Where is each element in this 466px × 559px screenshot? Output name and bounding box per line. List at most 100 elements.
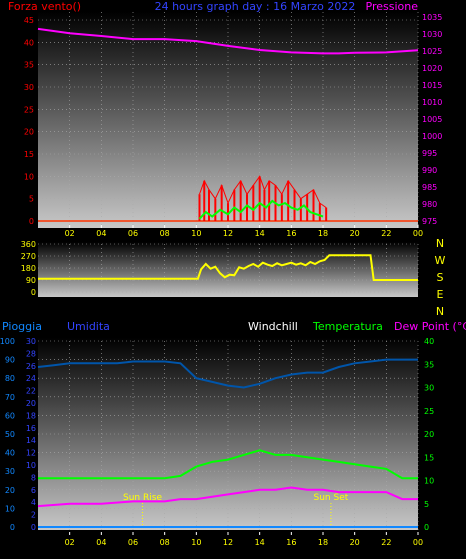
p1-x-tick-label: 10 (191, 229, 201, 238)
temperature-y-tick-label: 10 (424, 477, 434, 486)
direction-y-tick-label: 180 (21, 264, 36, 273)
p1-x-tick-label: 22 (381, 229, 391, 238)
sunset-label: Sun Set (314, 493, 349, 503)
rain-y-tick-label: 20 (5, 486, 15, 495)
p3-x-tick-label: 10 (191, 538, 201, 547)
wind-y-tick-label: 5 (29, 195, 34, 204)
pressure-y-tick-label: 990 (422, 166, 437, 175)
compass-label: N (436, 237, 444, 250)
direction-plot-area (38, 242, 418, 297)
pressure-series (37, 27, 419, 55)
wind-y-tick-label: 15 (24, 150, 34, 159)
pressure-y-tick-label: 1000 (422, 132, 442, 141)
rain-y-tick-label: 90 (5, 356, 15, 365)
rain-y-tick-label: 100 (0, 337, 15, 346)
rain-y-tick-label: 80 (5, 374, 15, 383)
wind-direction-series (38, 254, 418, 281)
rain-y-tick-label: 0 (10, 523, 15, 532)
p1-x-tick-label: 00 (413, 229, 423, 238)
direction-y-tick-label: 360 (21, 240, 36, 249)
windchill-label: Windchill (248, 320, 298, 333)
humidity-y-tick-label: 12 (26, 449, 36, 458)
humidity-y-tick-label: 10 (26, 461, 36, 470)
pressure-y-tick-label: 1005 (422, 115, 442, 124)
rain-y-tick-label: 60 (5, 411, 15, 420)
temperature-y-tick-label: 0 (424, 523, 429, 532)
humidity-y-tick-label: 24 (26, 374, 36, 383)
temperature-y-tick-label: 40 (424, 337, 434, 346)
compass-label: W (435, 254, 446, 267)
humidity-y-tick-label: 20 (26, 399, 36, 408)
pressure-y-tick-label: 1035 (422, 13, 442, 22)
temperature-y-tick-label: 35 (424, 360, 434, 369)
p3-x-tick-label: 20 (350, 538, 360, 547)
p1-x-tick-label: 14 (255, 229, 265, 238)
p3-x-tick-label: 18 (318, 538, 328, 547)
p3-x-tick-label: 06 (128, 538, 138, 547)
humidity-y-tick-label: 4 (31, 498, 36, 507)
wind-average-series (198, 199, 324, 220)
p3-x-tick-label: 12 (223, 538, 233, 547)
p1-x-tick-label: 04 (96, 229, 106, 238)
temperature-y-tick-label: 5 (424, 500, 429, 509)
p3-x-tick-label: 14 (255, 538, 265, 547)
humidity-y-tick-label: 26 (26, 362, 36, 371)
pressure-y-tick-label: 995 (422, 149, 437, 158)
pressure-y-tick-label: 1010 (422, 98, 442, 107)
p3-x-tick-label: 16 (286, 538, 296, 547)
pressure-axis-label: Pressione (366, 0, 419, 13)
temperature-series (38, 449, 418, 480)
wind-y-tick-label: 10 (24, 172, 34, 181)
humidity-y-tick-label: 2 (31, 511, 36, 520)
sunrise-label: Sun Rise (123, 493, 162, 503)
rain-axis-label: Pioggia (2, 320, 42, 333)
rain-y-tick-label: 50 (5, 430, 15, 439)
p1-x-tick-label: 02 (65, 229, 75, 238)
p1-x-tick-label: 16 (286, 229, 296, 238)
wind-speed-axis-label: Forza vento() (8, 0, 81, 13)
wind-y-tick-label: 30 (24, 83, 34, 92)
direction-y-tick-label: 90 (26, 276, 36, 285)
p1-x-tick-label: 12 (223, 229, 233, 238)
direction-y-tick-label: 270 (21, 252, 36, 261)
wind-y-tick-label: 20 (24, 128, 34, 137)
pressure-y-tick-label: 985 (422, 183, 437, 192)
humidity-series (37, 358, 418, 389)
pressure-y-tick-label: 1020 (422, 64, 442, 73)
pressure-y-tick-label: 1030 (422, 30, 442, 39)
p3-x-tick-label: 22 (381, 538, 391, 547)
compass-label: N (436, 305, 444, 318)
temperature-y-tick-label: 20 (424, 430, 434, 439)
temperature-y-tick-label: 25 (424, 407, 434, 416)
pressure-y-tick-label: 1015 (422, 81, 442, 90)
dewpoint-label: Dew Point (°C) (394, 320, 466, 333)
p3-x-tick-label: 02 (65, 538, 75, 547)
wind-y-tick-label: 45 (24, 16, 34, 25)
p3-x-tick-label: 08 (160, 538, 170, 547)
humidity-y-tick-label: 22 (26, 387, 36, 396)
wind-y-tick-label: 35 (24, 61, 34, 70)
humidity-y-tick-label: 28 (26, 349, 36, 358)
compass-label: E (437, 288, 444, 301)
humidity-y-tick-label: 6 (31, 486, 36, 495)
humidity-y-tick-label: 8 (31, 473, 36, 482)
humidity-axis-label: Umidita (67, 320, 110, 333)
rain-y-tick-label: 30 (5, 467, 15, 476)
chart-title: 24 hours graph day : 16 Marzo 2022 (155, 0, 356, 13)
rain-y-tick-label: 40 (5, 449, 15, 458)
wind-speed-series (199, 175, 327, 209)
p3-x-tick-label: 00 (413, 538, 423, 547)
p1-x-tick-label: 18 (318, 229, 328, 238)
p3-x-tick-label: 04 (96, 538, 106, 547)
rain-y-tick-label: 10 (5, 504, 15, 513)
humidity-y-tick-label: 16 (26, 424, 36, 433)
humidity-y-tick-label: 0 (31, 523, 36, 532)
temperature-y-tick-label: 30 (424, 384, 434, 393)
temperature-label: Temperatura (312, 320, 383, 333)
compass-label: S (437, 271, 444, 284)
humidity-y-tick-label: 30 (26, 337, 36, 346)
rain-y-tick-label: 70 (5, 393, 15, 402)
p1-x-tick-label: 06 (128, 229, 138, 238)
